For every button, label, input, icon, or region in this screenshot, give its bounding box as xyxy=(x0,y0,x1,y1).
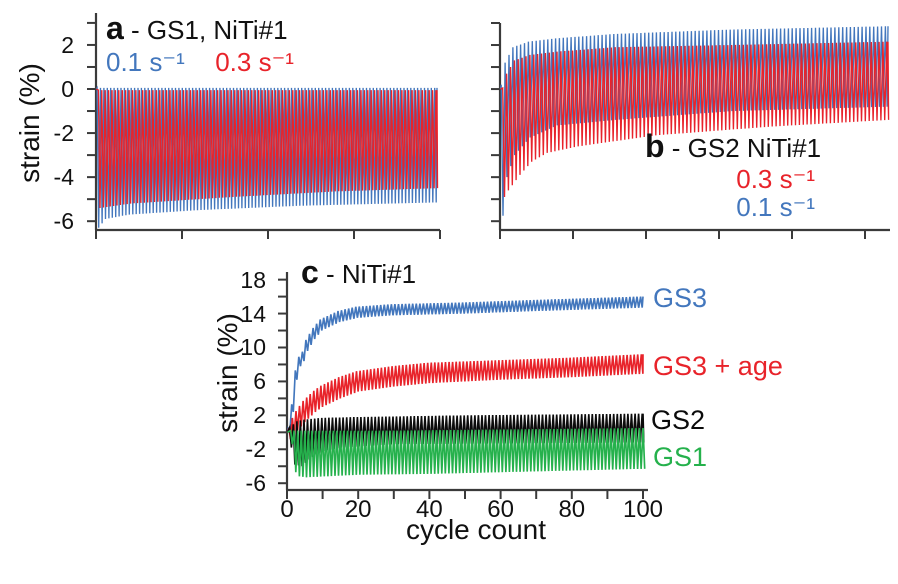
x-tick-label: 60 xyxy=(487,496,514,523)
panel-a-legend: 0.1 s⁻¹ 0.3 s⁻¹ xyxy=(106,48,294,76)
legend-item-0.1s: 0.1 s⁻¹ xyxy=(106,47,185,77)
y-tick-label: -6 xyxy=(245,470,266,497)
series-label-gs3: GS3 xyxy=(653,283,708,313)
panel-b-letter: b xyxy=(645,128,665,164)
panel-c-title-text: - NiTi#1 xyxy=(326,259,417,289)
x-tick-label: 20 xyxy=(344,496,372,523)
panel-a-title: a - GS1, NiTi#1 xyxy=(106,12,288,46)
y-tick-label: 2 xyxy=(61,31,74,58)
y-tick-label: 10 xyxy=(240,334,266,361)
series-label-gs1: GS1 xyxy=(653,442,708,472)
panel-c-letter: c xyxy=(301,254,319,290)
series-gs3 xyxy=(286,296,644,434)
series-label-gs2: GS2 xyxy=(651,405,706,435)
legend-item-0.1s-b: 0.1 s⁻¹ xyxy=(736,192,815,222)
panel-c-title: c - NiTi#1 xyxy=(301,256,416,290)
panel-b-title-text: - GS2 NiTi#1 xyxy=(671,133,822,163)
y-tick-label: -2 xyxy=(245,436,266,463)
x-tick-label: 40 xyxy=(416,496,443,523)
y-tick-label: -2 xyxy=(53,120,74,147)
y-tick-label: 6 xyxy=(253,368,266,395)
legend-item-0.3s: 0.3 s⁻¹ xyxy=(215,47,294,77)
y-tick-label: -6 xyxy=(53,208,74,235)
y-tick-label: -4 xyxy=(53,164,74,191)
x-axis-label-c: cycle count xyxy=(405,514,547,545)
series-0-3-s-1 xyxy=(500,41,890,198)
series-gs3-age xyxy=(286,354,644,440)
series-label-gs3-age: GS3 + age xyxy=(653,351,783,381)
y-tick-label: 2 xyxy=(253,402,266,429)
panel-b-legend: 0.3 s⁻¹ 0.1 s⁻¹ xyxy=(645,165,815,221)
series-0-3-s-1 xyxy=(96,88,439,209)
y-tick-label: 14 xyxy=(240,300,266,327)
x-tick-label: 80 xyxy=(558,496,586,523)
panel-b-title: b - GS2 NiTi#1 xyxy=(645,130,821,164)
panel-a-title-text: - GS1, NiTi#1 xyxy=(131,15,288,45)
x-tick-label: 0 xyxy=(280,496,294,523)
x-tick-label: 100 xyxy=(622,496,664,523)
y-tick-label: 0 xyxy=(61,76,74,102)
panel-a-letter: a xyxy=(106,10,124,46)
legend-item-0.3s-b: 0.3 s⁻¹ xyxy=(736,164,815,194)
series-gs1 xyxy=(287,428,646,478)
y-tick-label: 18 xyxy=(240,266,266,293)
